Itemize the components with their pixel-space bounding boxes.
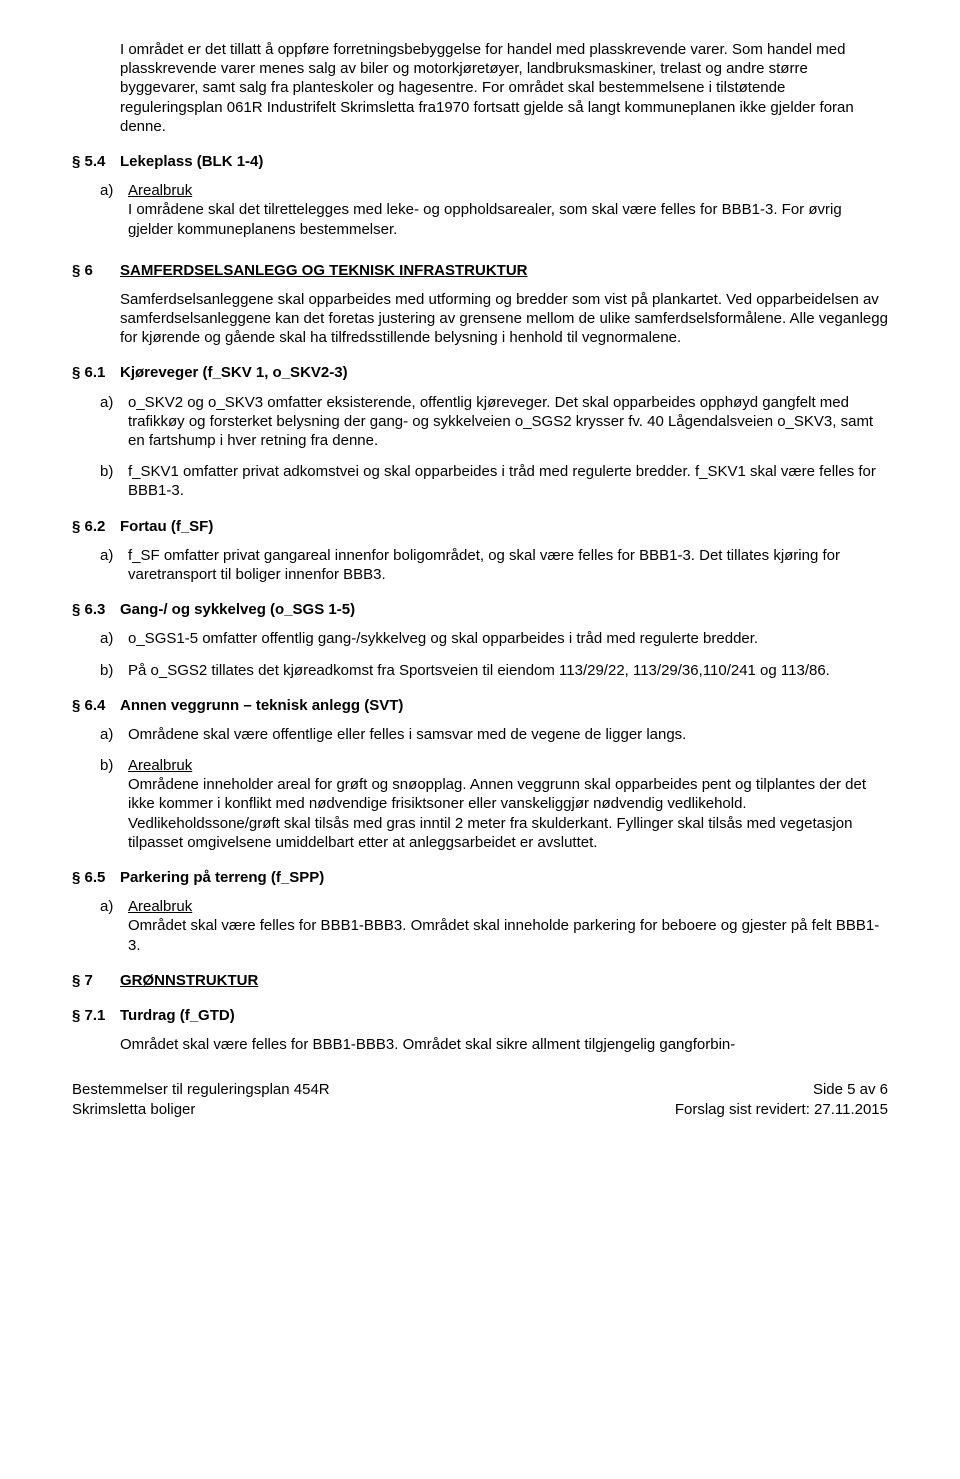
section-title: Gang-/ og sykkelveg (o_SGS 1-5) bbox=[120, 600, 355, 619]
section-6-4-header: § 6.4 Annen veggrunn – teknisk anlegg (S… bbox=[72, 696, 888, 715]
arealbruk-heading: Arealbruk bbox=[128, 757, 192, 774]
section-6-3-header: § 6.3 Gang-/ og sykkelveg (o_SGS 1-5) bbox=[72, 600, 888, 619]
section-6-2-a: a) f_SF omfatter privat gangareal innenf… bbox=[100, 546, 888, 584]
list-item-body: o_SKV2 og o_SKV3 omfatter eksisterende, … bbox=[128, 393, 888, 451]
section-title: Lekeplass (BLK 1-4) bbox=[120, 152, 263, 171]
section-title: Annen veggrunn – teknisk anlegg (SVT) bbox=[120, 696, 403, 715]
footer-left-2: Skrimsletta boliger bbox=[72, 1100, 330, 1119]
section-number: § 7.1 bbox=[72, 1006, 120, 1025]
section-number: § 7 bbox=[72, 971, 120, 990]
section-title: Turdrag (f_GTD) bbox=[120, 1006, 235, 1025]
list-marker: a) bbox=[100, 546, 128, 584]
list-item-body: Området skal være felles for BBB1-BBB3. … bbox=[128, 917, 879, 953]
section-7-header: § 7 GRØNNSTRUKTUR bbox=[72, 971, 888, 990]
section-5-4-a: a) Arealbruk I områdene skal det tilrett… bbox=[100, 181, 888, 239]
section-number: § 6.1 bbox=[72, 363, 120, 382]
section-6-3-a: a) o_SGS1-5 omfatter offentlig gang-/syk… bbox=[100, 629, 888, 648]
section-title: SAMFERDSELSANLEGG OG TEKNISK INFRASTRUKT… bbox=[120, 261, 528, 280]
section-6-2-header: § 6.2 Fortau (f_SF) bbox=[72, 517, 888, 536]
section-number: § 6.3 bbox=[72, 600, 120, 619]
section-title: Parkering på terreng (f_SPP) bbox=[120, 868, 324, 887]
section-number: § 6.4 bbox=[72, 696, 120, 715]
list-item-body: I områdene skal det tilrettelegges med l… bbox=[128, 201, 842, 237]
list-marker: b) bbox=[100, 756, 128, 852]
arealbruk-heading: Arealbruk bbox=[128, 182, 192, 199]
section-number: § 6.2 bbox=[72, 517, 120, 536]
section-6-body: Samferdselsanleggene skal opparbeides me… bbox=[120, 290, 888, 348]
section-6-1-a: a) o_SKV2 og o_SKV3 omfatter eksisterend… bbox=[100, 393, 888, 451]
footer-left-1: Bestemmelser til reguleringsplan 454R bbox=[72, 1080, 330, 1099]
section-5-4-header: § 5.4 Lekeplass (BLK 1-4) bbox=[72, 152, 888, 171]
section-6-1-header: § 6.1 Kjøreveger (f_SKV 1, o_SKV2-3) bbox=[72, 363, 888, 382]
list-item-body: På o_SGS2 tillates det kjøreadkomst fra … bbox=[128, 661, 888, 680]
footer-revision-date: Forslag sist revidert: 27.11.2015 bbox=[675, 1100, 888, 1119]
list-marker: a) bbox=[100, 393, 128, 451]
section-6-4-a: a) Områdene skal være offentlige eller f… bbox=[100, 725, 888, 744]
section-6-3-b: b) På o_SGS2 tillates det kjøreadkomst f… bbox=[100, 661, 888, 680]
list-marker: a) bbox=[100, 725, 128, 744]
list-marker: b) bbox=[100, 462, 128, 500]
section-title: Fortau (f_SF) bbox=[120, 517, 213, 536]
section-7-1-header: § 7.1 Turdrag (f_GTD) bbox=[72, 1006, 888, 1025]
section-6-5-header: § 6.5 Parkering på terreng (f_SPP) bbox=[72, 868, 888, 887]
intro-paragraph: I området er det tillatt å oppføre forre… bbox=[120, 40, 888, 136]
section-6-5-a: a) Arealbruk Området skal være felles fo… bbox=[100, 897, 888, 955]
list-marker: b) bbox=[100, 661, 128, 680]
list-item-body: Områdene inneholder areal for grøft og s… bbox=[128, 776, 866, 851]
list-marker: a) bbox=[100, 897, 128, 955]
section-number: § 6.5 bbox=[72, 868, 120, 887]
section-6-4-b: b) Arealbruk Områdene inneholder areal f… bbox=[100, 756, 888, 852]
list-item-body: o_SGS1-5 omfatter offentlig gang-/sykkel… bbox=[128, 629, 888, 648]
list-item-body: f_SKV1 omfatter privat adkomstvei og ska… bbox=[128, 462, 888, 500]
page-footer: Bestemmelser til reguleringsplan 454R Sk… bbox=[72, 1080, 888, 1118]
list-item-body: f_SF omfatter privat gangareal innenfor … bbox=[128, 546, 888, 584]
section-7-1-body: Området skal være felles for BBB1-BBB3. … bbox=[120, 1035, 888, 1054]
section-number: § 5.4 bbox=[72, 152, 120, 171]
section-6-header: § 6 SAMFERDSELSANLEGG OG TEKNISK INFRAST… bbox=[72, 261, 888, 280]
list-marker: a) bbox=[100, 629, 128, 648]
arealbruk-heading: Arealbruk bbox=[128, 898, 192, 915]
section-number: § 6 bbox=[72, 261, 120, 280]
footer-page-number: Side 5 av 6 bbox=[675, 1080, 888, 1099]
list-item-body: Områdene skal være offentlige eller fell… bbox=[128, 725, 888, 744]
section-title: GRØNNSTRUKTUR bbox=[120, 971, 258, 990]
section-6-1-b: b) f_SKV1 omfatter privat adkomstvei og … bbox=[100, 462, 888, 500]
list-marker: a) bbox=[100, 181, 128, 239]
section-title: Kjøreveger (f_SKV 1, o_SKV2-3) bbox=[120, 363, 348, 382]
